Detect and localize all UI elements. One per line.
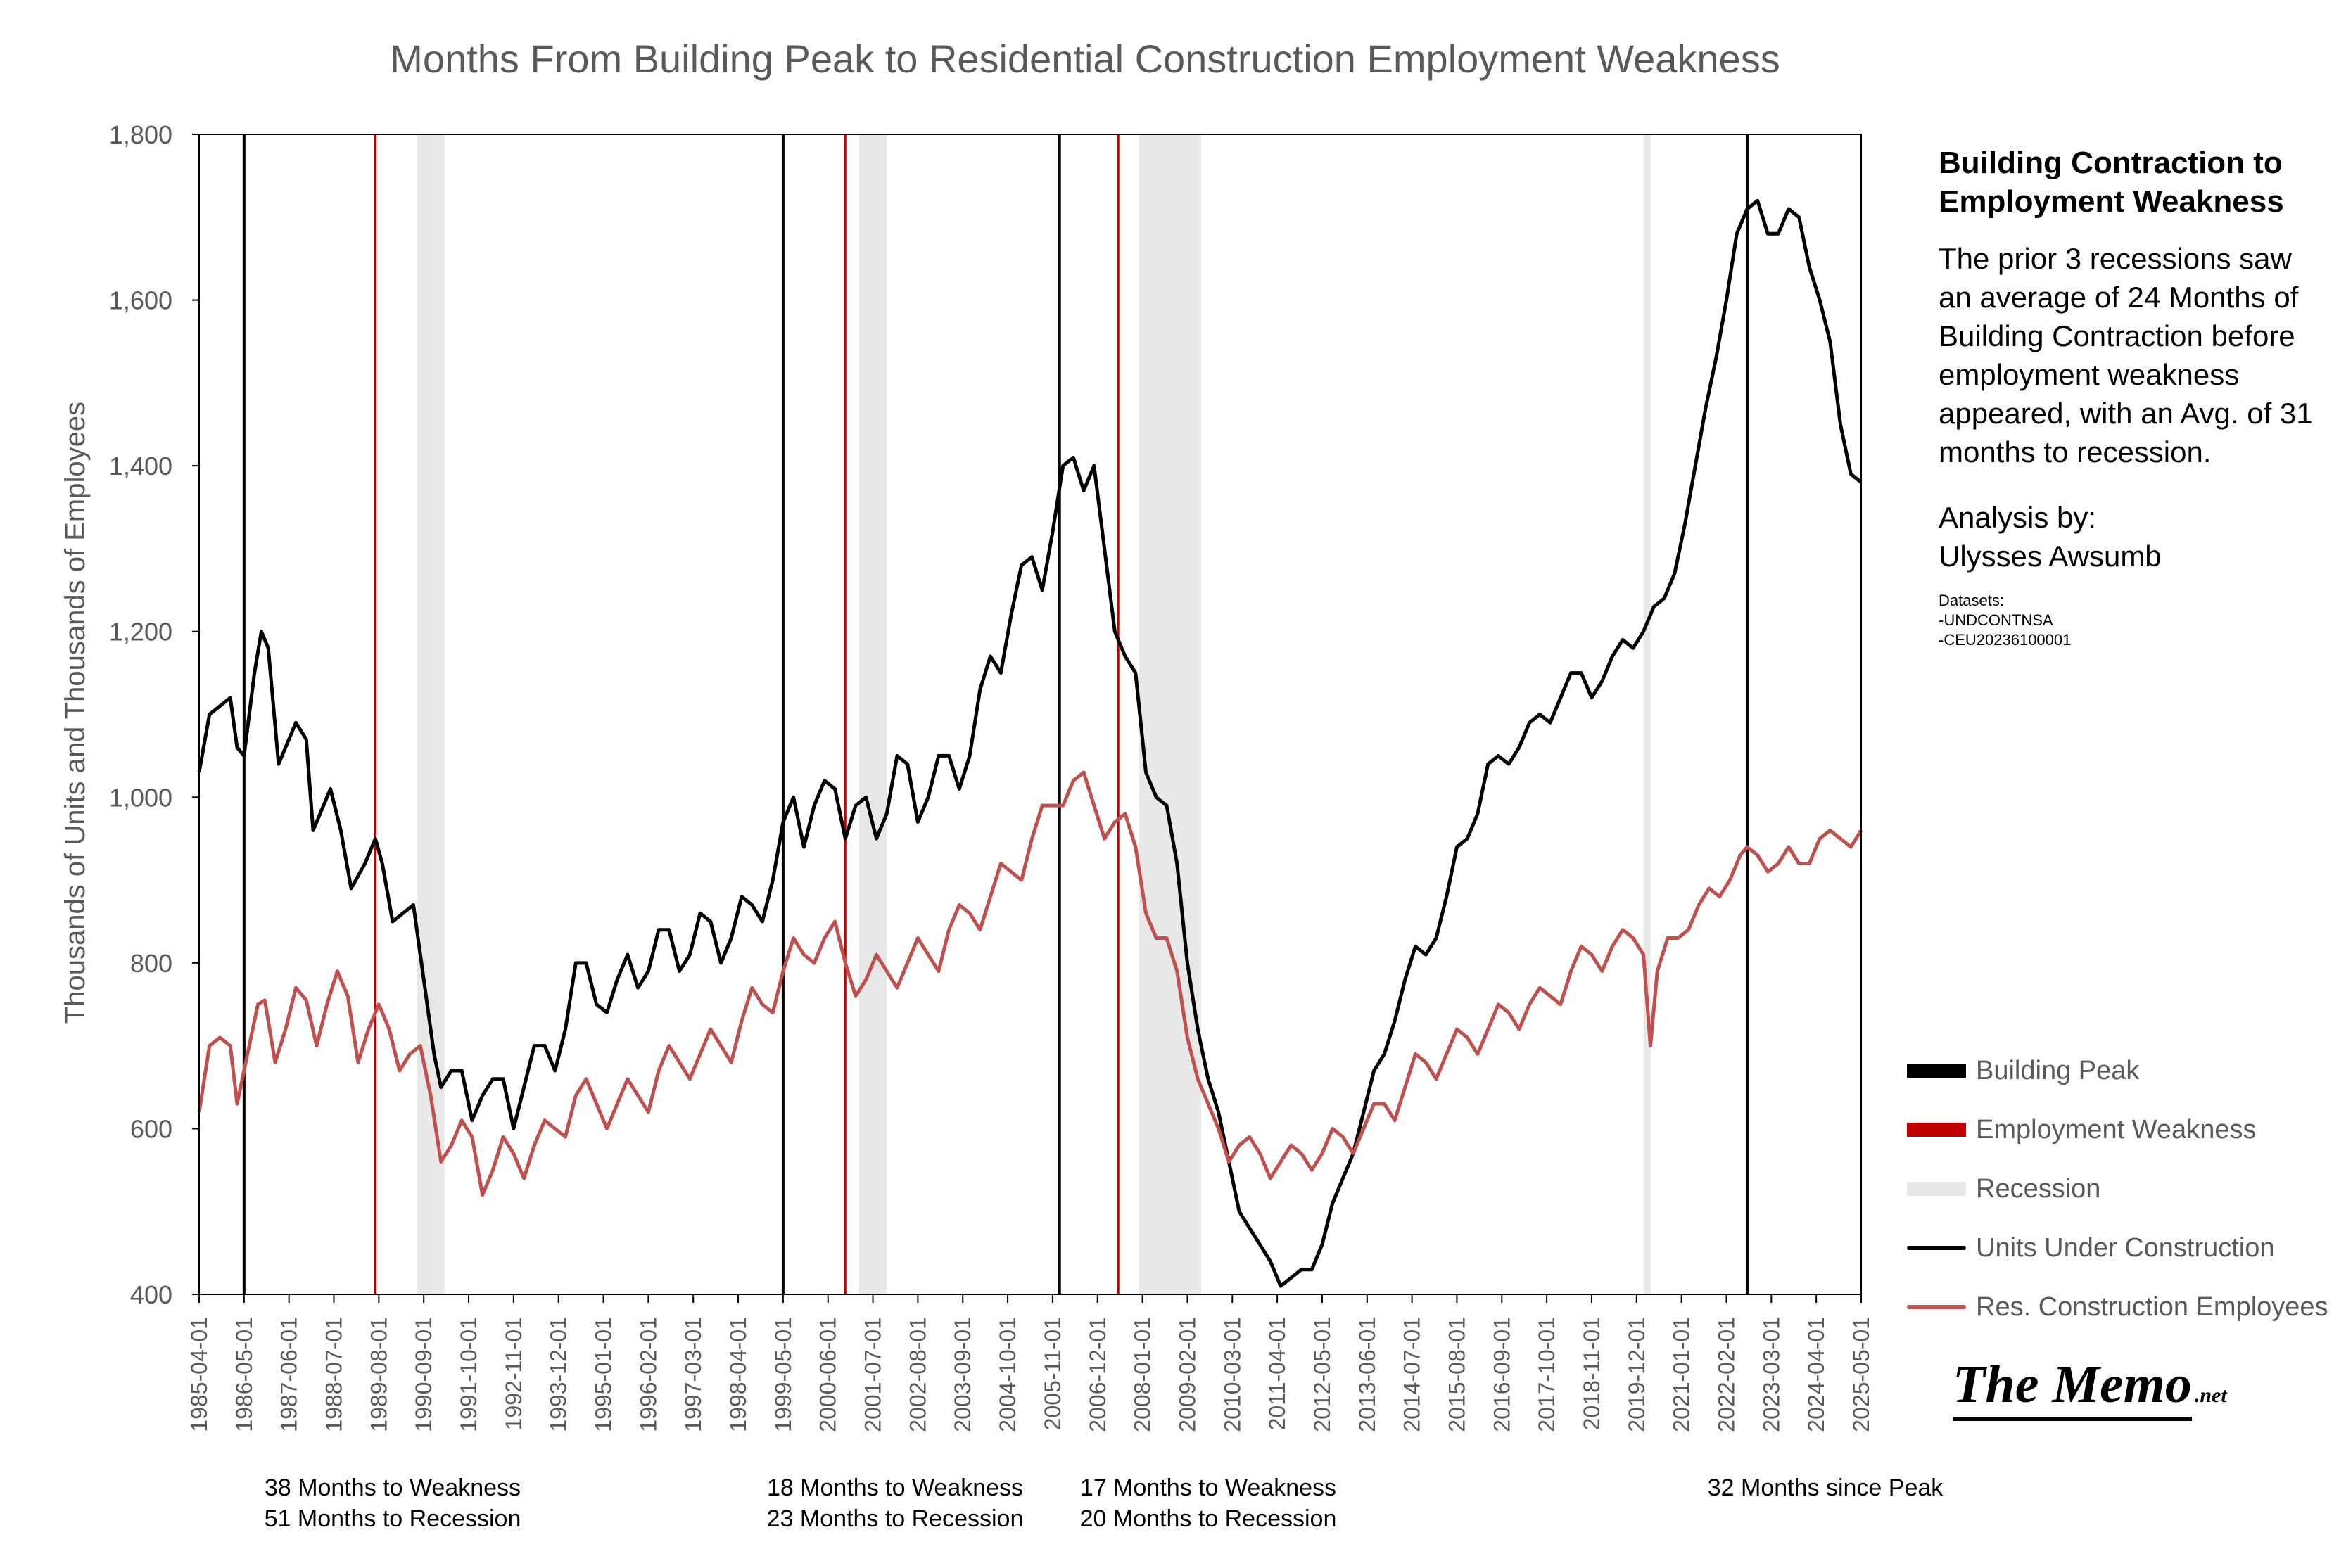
- y-tick-label: 1,600: [109, 286, 172, 315]
- y-tick-label: 1,000: [109, 783, 172, 812]
- legend-swatch: [1907, 1182, 1966, 1196]
- x-tick-label: 2016-09-01: [1489, 1317, 1514, 1432]
- x-tick-label: 2024-04-01: [1803, 1317, 1829, 1432]
- x-tick-label: 2017-10-01: [1534, 1317, 1559, 1432]
- recession-band: [1139, 134, 1202, 1294]
- x-tick-label: 1992-11-01: [501, 1317, 526, 1430]
- legend-label: Employment Weakness: [1976, 1114, 2257, 1145]
- x-tick-label: 1997-03-01: [680, 1317, 706, 1432]
- y-tick-label: 600: [130, 1114, 172, 1143]
- legend-label: Recession: [1976, 1173, 2101, 1204]
- dataset-item: -UNDCONTNSA: [1939, 611, 2053, 629]
- x-tick-label: 2000-06-01: [816, 1317, 841, 1432]
- y-axis-label: Thousands of Units and Thousands of Empl…: [60, 402, 91, 1024]
- x-tick-label: 2019-12-01: [1624, 1317, 1649, 1432]
- annotations: 38 Months to Weakness 51 Months to Reces…: [265, 1474, 1944, 1532]
- x-tick-label: 1999-05-01: [771, 1317, 796, 1432]
- dataset-item: -CEU20236100001: [1939, 631, 2072, 649]
- x-tick-label: 1986-05-01: [232, 1317, 257, 1432]
- legend-label: Res. Construction Employees: [1976, 1292, 2328, 1322]
- legend-item-employment-weakness: Employment Weakness: [1907, 1100, 2336, 1159]
- x-tick-label: 2025-05-01: [1849, 1317, 1874, 1432]
- x-tick-label: 2011-04-01: [1264, 1317, 1290, 1430]
- axes: [198, 134, 1862, 1295]
- legend-label: Building Peak: [1976, 1055, 2140, 1085]
- recession-band: [1643, 134, 1651, 1294]
- legend-swatch: [1907, 1064, 1966, 1078]
- x-tick-label: 1991-10-01: [456, 1317, 481, 1432]
- annotation-2-line1: 18 Months to Weakness: [767, 1474, 1023, 1501]
- x-tick-label: 2009-02-01: [1174, 1317, 1200, 1432]
- legend-swatch: [1907, 1246, 1966, 1250]
- x-tick-label: 2004-10-01: [995, 1317, 1020, 1432]
- x-tick-label: 1996-02-01: [635, 1317, 661, 1432]
- legend-swatch: [1907, 1305, 1966, 1309]
- x-tick-label: 2013-06-01: [1355, 1317, 1380, 1432]
- x-tick-label: 1985-04-01: [186, 1317, 212, 1432]
- y-tick-label: 800: [130, 949, 172, 978]
- x-tick-label: 1998-04-01: [725, 1317, 751, 1432]
- x-tick-label: 2018-11-01: [1579, 1317, 1604, 1430]
- datasets-label: Datasets:: [1939, 592, 2004, 609]
- annotation-3-line2: 20 Months to Recession: [1080, 1505, 1337, 1532]
- x-tick-label: 2001-07-01: [861, 1317, 886, 1432]
- x-tick-label: 2014-07-01: [1400, 1317, 1425, 1432]
- x-tick-label: 1990-09-01: [411, 1317, 436, 1432]
- y-tick-label: 1,200: [109, 618, 172, 646]
- brand-name: The Memo: [1953, 1354, 2192, 1421]
- x-tick-labels: 1985-04-01 1986-05-01 1987-06-01 1988-07-01…: [186, 1294, 1874, 1432]
- legend-item-units-under-construction: Units Under Construction: [1907, 1218, 2336, 1277]
- recession-band: [417, 134, 445, 1294]
- x-tick-label: 2008-01-01: [1130, 1317, 1155, 1432]
- x-tick-label: 1987-06-01: [277, 1317, 302, 1432]
- x-tick-label: 2003-09-01: [950, 1317, 975, 1432]
- series-lines: [197, 198, 1863, 1288]
- legend-item-res-construction-employees: Res. Construction Employees: [1907, 1277, 2336, 1337]
- x-tick-label: 2006-12-01: [1085, 1317, 1110, 1432]
- x-tick-label: 1989-08-01: [366, 1317, 391, 1432]
- recession-band: [858, 134, 887, 1294]
- side-panel-body: The prior 3 recessions saw an average of…: [1939, 242, 2313, 469]
- x-tick-label: 2022-02-01: [1714, 1317, 1739, 1432]
- legend: Building Peak Employment Weakness Recess…: [1907, 1041, 2336, 1337]
- annotation-1-line2: 51 Months to Recession: [265, 1505, 521, 1532]
- y-tick-label: 1,400: [109, 452, 172, 480]
- y-tick-labels: 400 600 800 1,000 1,200 1,400 1,600 1,800: [109, 120, 199, 1309]
- side-panel: Building Contraction to Employment Weakn…: [1939, 144, 2333, 650]
- analysis-author: Ulysses Awsumb: [1939, 540, 2162, 573]
- x-tick-label: 2012-05-01: [1310, 1317, 1335, 1432]
- annotation-1-line1: 38 Months to Weakness: [265, 1474, 521, 1501]
- x-tick-label: 1988-07-01: [322, 1317, 347, 1432]
- legend-swatch: [1907, 1123, 1966, 1137]
- legend-label: Units Under Construction: [1976, 1232, 2275, 1263]
- x-tick-label: 2021-01-01: [1669, 1317, 1694, 1432]
- legend-item-building-peak: Building Peak: [1907, 1041, 2336, 1100]
- annotation-4-line1: 32 Months since Peak: [1708, 1474, 1944, 1501]
- event-lines: [242, 134, 1749, 1294]
- x-tick-label: 2002-08-01: [905, 1317, 930, 1432]
- annotation-3-line1: 17 Months to Weakness: [1080, 1474, 1336, 1501]
- y-tick-label: 400: [130, 1280, 172, 1309]
- brand-logo: The Memo .net: [1953, 1354, 2227, 1421]
- legend-item-recession: Recession: [1907, 1159, 2336, 1218]
- chart-title: Months From Building Peak to Residential…: [390, 37, 1780, 81]
- analysis-credit: Analysis by: Ulysses Awsumb: [1939, 498, 2333, 575]
- series-line-res-construction-employees: [197, 770, 1863, 1197]
- x-tick-label: 1995-01-01: [591, 1317, 616, 1432]
- brand-suffix: .net: [2194, 1384, 2227, 1407]
- series-line-units-under-construction: [197, 198, 1863, 1288]
- annotation-2-line2: 23 Months to Recession: [767, 1505, 1024, 1532]
- x-tick-label: 2015-08-01: [1445, 1317, 1470, 1432]
- plot-border: [198, 134, 1862, 1295]
- side-panel-heading: Building Contraction to Employment Weakn…: [1939, 146, 2284, 219]
- recession-bands: [417, 134, 1651, 1294]
- y-tick-label: 1,800: [109, 120, 172, 149]
- datasets: Datasets: -UNDCONTNSA -CEU20236100001: [1939, 591, 2333, 650]
- x-tick-label: 2010-03-01: [1219, 1317, 1245, 1432]
- x-tick-label: 2023-03-01: [1758, 1317, 1784, 1432]
- analysis-label: Analysis by:: [1939, 501, 2097, 534]
- x-tick-label: 1993-12-01: [546, 1317, 571, 1432]
- x-tick-label: 2005-11-01: [1040, 1317, 1065, 1430]
